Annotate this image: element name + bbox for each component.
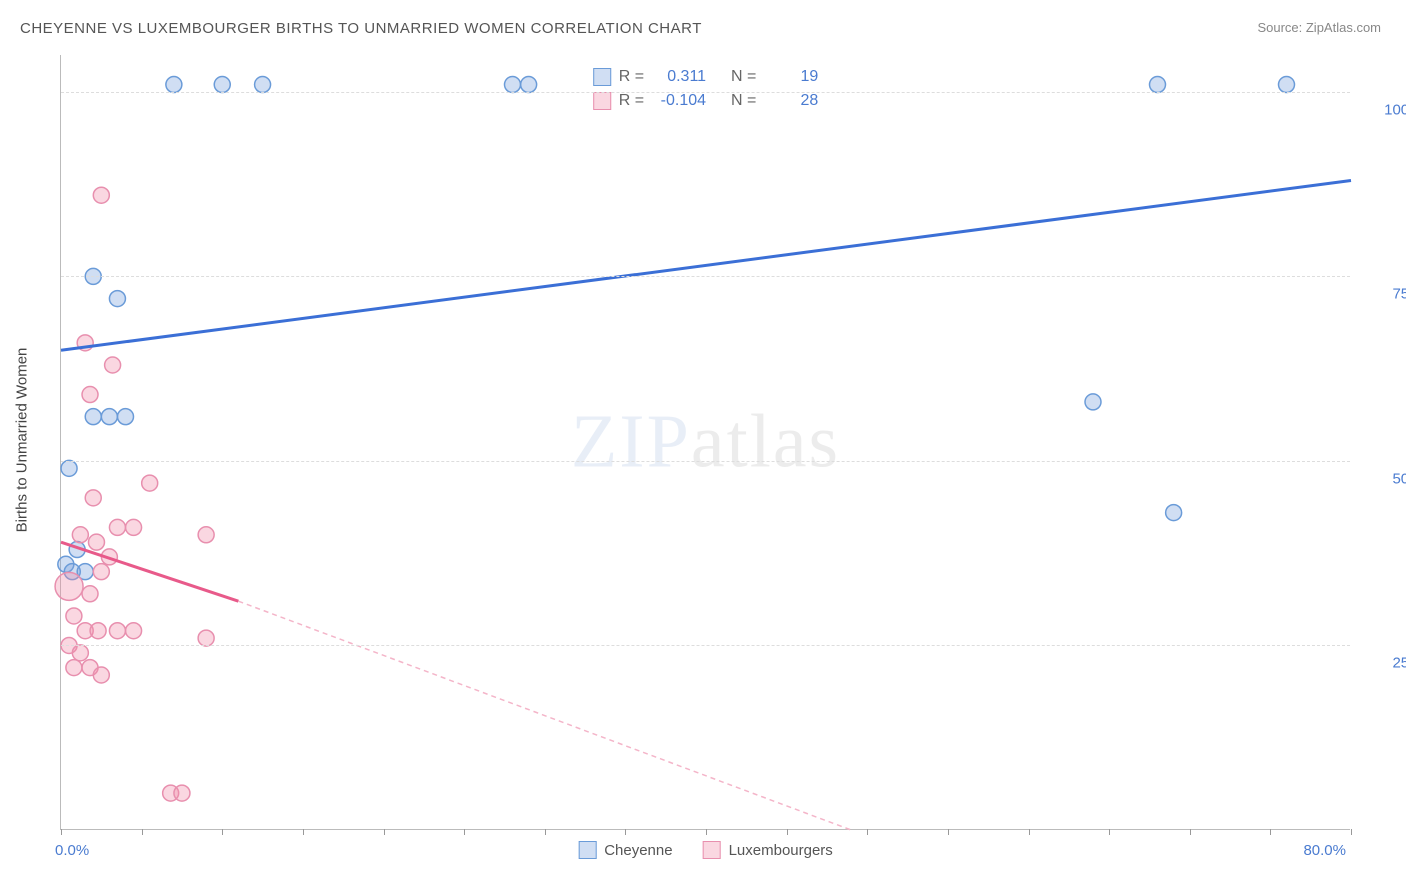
data-point — [198, 630, 214, 646]
data-point — [66, 660, 82, 676]
x-tick — [545, 829, 546, 835]
legend-bottom: Cheyenne Luxembourgers — [578, 841, 833, 859]
y-tick-label: 50.0% — [1392, 470, 1406, 487]
data-point — [105, 357, 121, 373]
gridline-h — [61, 92, 1350, 93]
x-tick — [625, 829, 626, 835]
x-tick — [1351, 829, 1352, 835]
x-tick — [61, 829, 62, 835]
trend-line-dash — [238, 601, 851, 830]
legend-label: Cheyenne — [604, 842, 672, 859]
data-point — [255, 77, 271, 93]
plot-area: ZIPatlas R =0.311 N =19R =-0.104 N =28 C… — [60, 55, 1350, 830]
x-tick — [787, 829, 788, 835]
x-tick — [384, 829, 385, 835]
data-point — [166, 77, 182, 93]
legend-swatch — [578, 841, 596, 859]
data-point — [126, 623, 142, 639]
gridline-h — [61, 645, 1350, 646]
data-point — [109, 519, 125, 535]
data-point — [90, 623, 106, 639]
source-label: Source: ZipAtlas.com — [1257, 20, 1381, 35]
data-point — [82, 586, 98, 602]
data-point — [109, 623, 125, 639]
x-axis-max-label: 80.0% — [1303, 842, 1346, 859]
data-point — [72, 527, 88, 543]
data-point — [174, 785, 190, 801]
data-point — [55, 572, 83, 600]
data-point — [93, 187, 109, 203]
x-tick — [303, 829, 304, 835]
legend-label: Luxembourgers — [729, 842, 833, 859]
y-tick-label: 75.0% — [1392, 286, 1406, 303]
x-tick — [1109, 829, 1110, 835]
data-point — [1279, 77, 1295, 93]
data-point — [82, 387, 98, 403]
x-tick — [948, 829, 949, 835]
data-point — [1150, 77, 1166, 93]
chart-svg — [61, 55, 1350, 829]
x-axis-min-label: 0.0% — [55, 842, 89, 859]
data-point — [126, 519, 142, 535]
data-point — [1085, 394, 1101, 410]
data-point — [1166, 505, 1182, 521]
data-point — [521, 77, 537, 93]
y-axis-label: Births to Unmarried Women — [14, 348, 31, 533]
y-tick-label: 100.0% — [1384, 101, 1406, 118]
data-point — [505, 77, 521, 93]
data-point — [66, 608, 82, 624]
data-point — [198, 527, 214, 543]
chart-title: CHEYENNE VS LUXEMBOURGER BIRTHS TO UNMAR… — [20, 20, 702, 37]
x-tick — [1029, 829, 1030, 835]
y-tick-label: 25.0% — [1392, 655, 1406, 672]
legend-item: Cheyenne — [578, 841, 672, 859]
x-tick — [867, 829, 868, 835]
data-point — [101, 409, 117, 425]
x-tick — [142, 829, 143, 835]
x-tick — [1270, 829, 1271, 835]
data-point — [72, 645, 88, 661]
data-point — [61, 460, 77, 476]
data-point — [88, 534, 104, 550]
x-tick — [1190, 829, 1191, 835]
x-tick — [464, 829, 465, 835]
data-point — [93, 564, 109, 580]
legend-item: Luxembourgers — [703, 841, 833, 859]
data-point — [93, 667, 109, 683]
gridline-h — [61, 276, 1350, 277]
legend-swatch — [703, 841, 721, 859]
data-point — [85, 409, 101, 425]
x-tick — [222, 829, 223, 835]
data-point — [142, 475, 158, 491]
data-point — [214, 77, 230, 93]
trend-line — [61, 180, 1351, 350]
x-tick — [706, 829, 707, 835]
data-point — [109, 291, 125, 307]
data-point — [85, 490, 101, 506]
data-point — [118, 409, 134, 425]
gridline-h — [61, 461, 1350, 462]
